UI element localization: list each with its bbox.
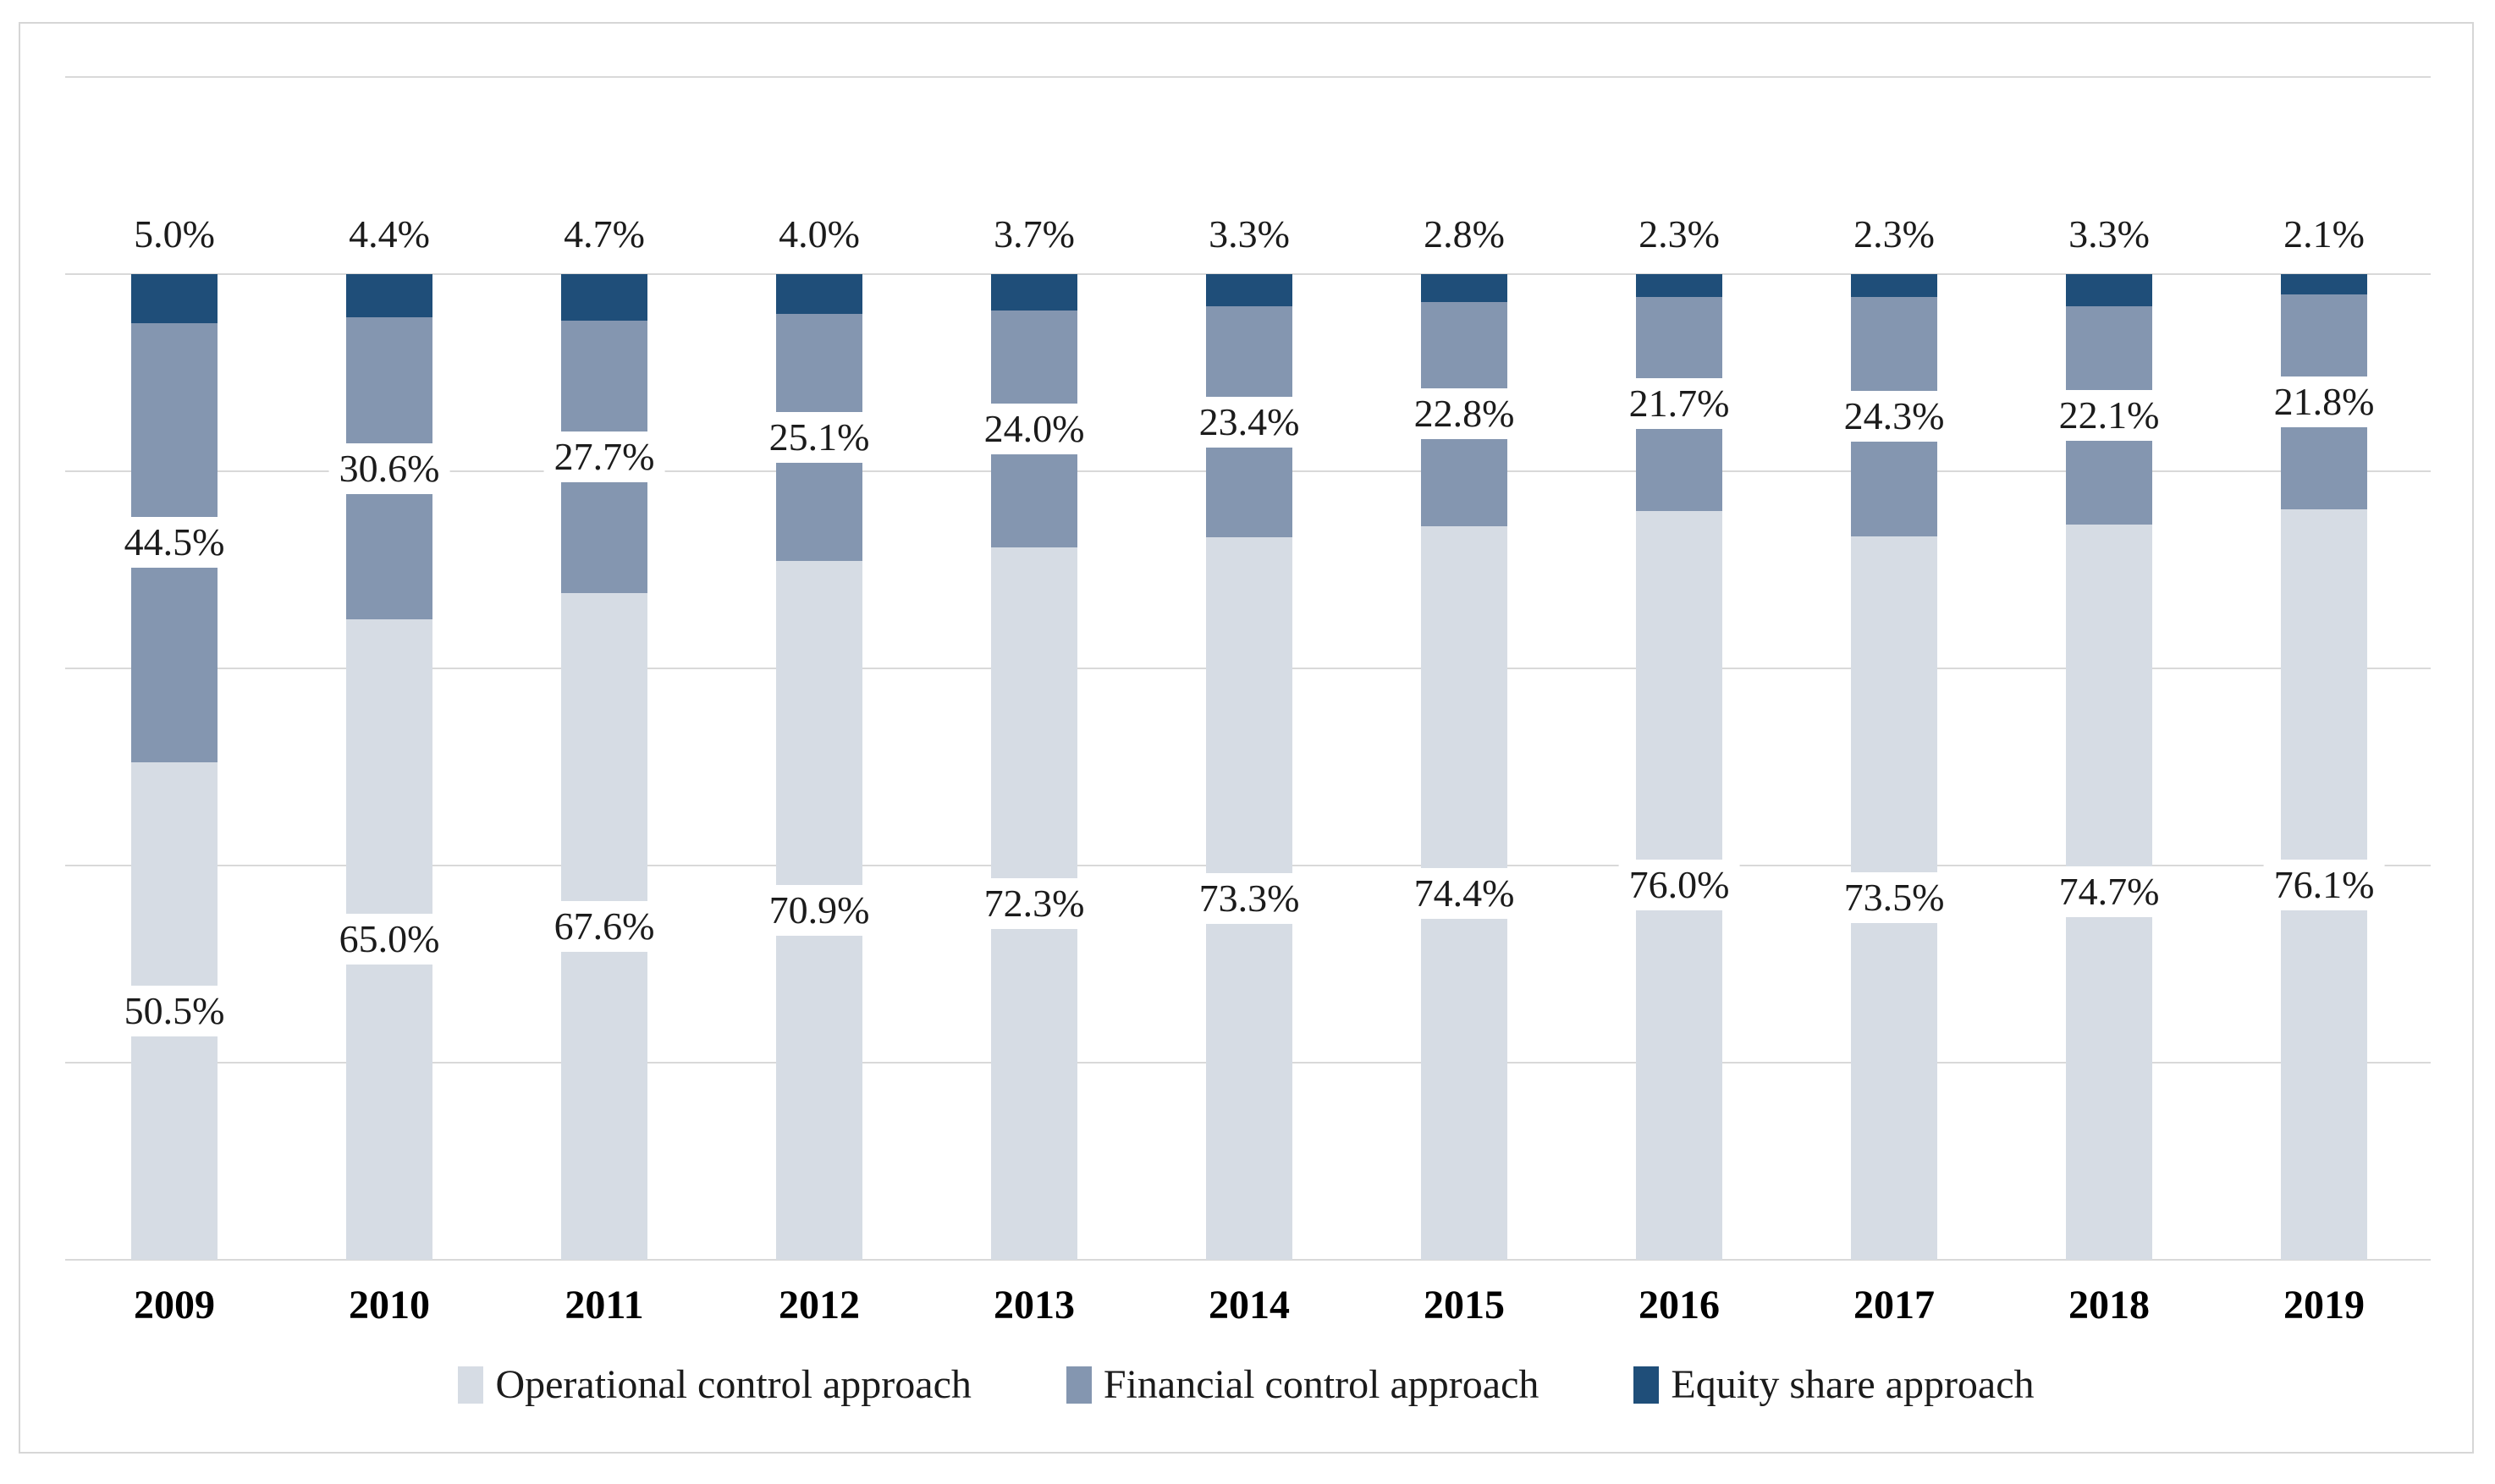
x-axis-label-2009: 2009 [134, 1283, 215, 1327]
data-label-operational-control-2014: 73.3% [1188, 873, 1310, 925]
data-label-equity-share-2016: 2.3% [1639, 212, 1720, 256]
x-axis-label-2010: 2010 [349, 1283, 430, 1327]
x-axis-label-2017: 2017 [1853, 1283, 1935, 1327]
data-label-financial-control-2016: 21.7% [1618, 378, 1740, 430]
x-axis-label-2019: 2019 [2283, 1283, 2365, 1327]
data-label-financial-control-2011: 27.7% [543, 431, 665, 483]
data-label-operational-control-2012: 70.9% [758, 885, 880, 936]
segment-equity-share-2009 [131, 274, 218, 324]
data-label-operational-control-2016: 76.0% [1618, 860, 1740, 911]
segment-equity-share-2018 [2066, 274, 2152, 307]
segment-equity-share-2010 [346, 274, 432, 318]
legend-item-operational-control-approach: Operational control approach [458, 1362, 972, 1408]
x-axis-label-2014: 2014 [1209, 1283, 1290, 1327]
segment-equity-share-2013 [991, 274, 1077, 311]
data-label-equity-share-2017: 2.3% [1853, 212, 1935, 256]
data-label-equity-share-2010: 4.4% [349, 212, 430, 256]
data-label-equity-share-2014: 3.3% [1209, 212, 1290, 256]
legend: Operational control approach Financial co… [20, 1362, 2472, 1408]
data-label-equity-share-2009: 5.0% [134, 212, 215, 256]
data-label-financial-control-2010: 30.6% [328, 442, 450, 494]
data-label-financial-control-2018: 22.1% [2048, 390, 2170, 441]
segment-equity-share-2012 [776, 274, 862, 314]
x-axis-label-2016: 2016 [1639, 1283, 1720, 1327]
data-label-operational-control-2009: 50.5% [113, 985, 235, 1036]
bar-2010 [346, 274, 432, 1260]
x-axis-label-2018: 2018 [2068, 1283, 2150, 1327]
gridline-120pct [65, 76, 2431, 78]
segment-equity-share-2016 [1636, 274, 1722, 297]
bar-2011 [561, 274, 647, 1260]
gridline-0pct [65, 1259, 2431, 1261]
data-label-financial-control-2017: 24.3% [1833, 391, 1955, 442]
data-label-financial-control-2013: 24.0% [973, 403, 1095, 454]
data-label-equity-share-2013: 3.7% [994, 212, 1075, 256]
segment-equity-share-2014 [1206, 274, 1292, 307]
x-axis-label-2012: 2012 [779, 1283, 860, 1327]
data-label-equity-share-2012: 4.0% [779, 212, 860, 256]
data-label-equity-share-2019: 2.1% [2283, 212, 2365, 256]
data-label-financial-control-2009: 44.5% [113, 517, 235, 569]
segment-equity-share-2017 [1851, 274, 1937, 297]
data-label-operational-control-2013: 72.3% [973, 877, 1095, 929]
data-label-operational-control-2019: 76.1% [2263, 859, 2385, 910]
segment-equity-share-2019 [2281, 274, 2367, 295]
legend-label: Equity share approach [1671, 1362, 2035, 1407]
legend-swatch-icon [1066, 1366, 1092, 1404]
x-axis-label-2013: 2013 [994, 1283, 1075, 1327]
legend-item-equity-share-approach: Equity share approach [1633, 1362, 2035, 1408]
legend-swatch-icon [1633, 1366, 1660, 1404]
segment-equity-share-2015 [1421, 274, 1507, 302]
legend-swatch-icon [458, 1366, 484, 1404]
data-label-operational-control-2018: 74.7% [2048, 866, 2170, 918]
data-label-equity-share-2018: 3.3% [2068, 212, 2150, 256]
chart-frame: 5.0% 44.5% 50.5% 2009 4.4% 30.6% 65.0% 2010 4.7%… [19, 22, 2474, 1454]
bar-2009 [131, 274, 218, 1260]
data-label-equity-share-2015: 2.8% [1424, 212, 1505, 256]
x-axis-label-2011: 2011 [565, 1283, 644, 1327]
data-label-equity-share-2011: 4.7% [564, 212, 645, 256]
legend-item-financial-control-approach: Financial control approach [1066, 1362, 1539, 1408]
data-label-operational-control-2015: 74.4% [1403, 867, 1525, 919]
data-label-operational-control-2017: 73.5% [1833, 872, 1955, 924]
legend-label: Financial control approach [1103, 1362, 1539, 1407]
data-label-operational-control-2011: 67.6% [543, 901, 665, 953]
legend-label: Operational control approach [495, 1362, 972, 1407]
data-label-financial-control-2012: 25.1% [758, 411, 880, 463]
data-label-financial-control-2015: 22.8% [1403, 388, 1525, 440]
segment-equity-share-2011 [561, 274, 647, 321]
x-axis-label-2015: 2015 [1424, 1283, 1505, 1327]
data-label-financial-control-2014: 23.4% [1188, 396, 1310, 448]
data-label-operational-control-2010: 65.0% [328, 914, 450, 965]
data-label-financial-control-2019: 21.8% [2263, 376, 2385, 428]
